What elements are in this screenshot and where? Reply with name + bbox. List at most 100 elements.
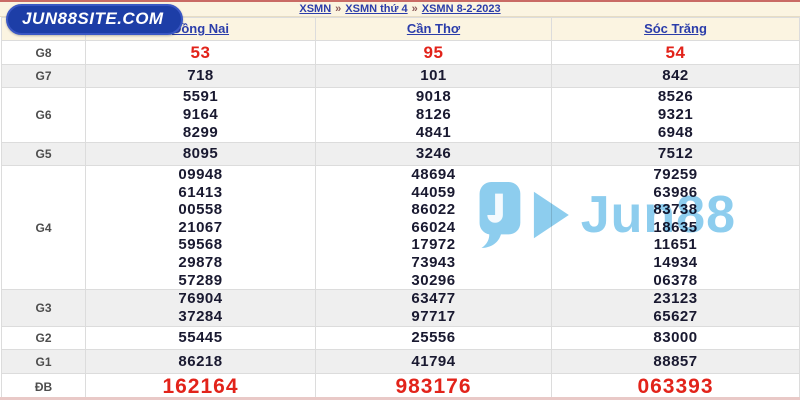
prize-cell: 718 bbox=[85, 64, 316, 88]
prize-number: 101 bbox=[420, 67, 447, 84]
prize-label: G4 bbox=[1, 164, 86, 291]
prize-cell: 79259 63986 83738 18635 11651 14934 06378 bbox=[551, 164, 800, 291]
prize-label: G1 bbox=[1, 349, 86, 375]
prize-number: 97717 bbox=[411, 308, 456, 326]
breadcrumb: XSMN» XSMN thứ 4» XSMN 8-2-2023 bbox=[0, 2, 800, 17]
prize-number: 54 bbox=[665, 42, 686, 62]
table-row: G7 718 101 842 bbox=[1, 64, 800, 88]
table-row: G2 55445 25556 83000 bbox=[1, 326, 800, 351]
prize-number: 21067 bbox=[178, 218, 223, 236]
prize-number: 9018 bbox=[415, 88, 452, 105]
table-row: G5 8095 3246 7512 bbox=[1, 142, 800, 166]
prize-cell: 983176 bbox=[315, 373, 552, 398]
prize-cell: 8526 9321 6948 bbox=[551, 87, 800, 143]
prize-cell: 53 bbox=[85, 40, 316, 65]
table-row: G6 5591 9164 8299 9018 8126 4841 8526 9321 6948 bbox=[1, 87, 800, 143]
prize-cell: 95 bbox=[315, 40, 552, 65]
prize-number: 76904 bbox=[178, 290, 223, 308]
breadcrumb-separator: » bbox=[411, 3, 418, 15]
prize-number: 83738 bbox=[653, 201, 698, 219]
site-badge[interactable]: JUN88SITE.COM bbox=[6, 4, 183, 35]
prize-number: 842 bbox=[662, 67, 689, 84]
prize-number: 59568 bbox=[178, 236, 223, 254]
prize-cell: 101 bbox=[315, 64, 552, 88]
prize-cell: 842 bbox=[551, 64, 800, 88]
breadcrumb-link-xsmn[interactable]: XSMN bbox=[299, 3, 332, 15]
prize-number: 6948 bbox=[657, 124, 694, 141]
prize-cell: 48694 44059 86022 66024 17972 73943 30296 bbox=[315, 164, 552, 291]
prize-number: 5591 bbox=[182, 88, 219, 105]
prize-number: 8299 bbox=[182, 124, 219, 141]
prize-table: Đồng Nai Cần Thơ Sóc Trăng G8 53 95 54 G7 718… bbox=[1, 17, 800, 398]
prize-label: G5 bbox=[1, 142, 86, 166]
table-row: ĐB 162164 983176 063393 bbox=[1, 373, 800, 398]
prize-number: 23123 bbox=[653, 290, 698, 308]
prize-number: 73943 bbox=[411, 253, 456, 271]
prize-label: G6 bbox=[1, 87, 86, 143]
prize-number: 00558 bbox=[178, 201, 223, 219]
breadcrumb-link-xsmn-thu4[interactable]: XSMN thứ 4 bbox=[345, 3, 408, 15]
prize-number: 86022 bbox=[411, 201, 456, 219]
prize-number: 63986 bbox=[653, 183, 698, 201]
prize-cell: 162164 bbox=[85, 373, 316, 398]
prize-cell: 54 bbox=[551, 40, 800, 65]
prize-cell: 76904 37284 bbox=[85, 289, 316, 328]
prize-cell: 88857 bbox=[551, 349, 800, 375]
prize-number: 8126 bbox=[415, 106, 452, 123]
prize-cell: 63477 97717 bbox=[315, 289, 552, 328]
prize-label: G7 bbox=[1, 64, 86, 88]
prize-number: 57289 bbox=[178, 271, 223, 289]
prize-label: ĐB bbox=[1, 373, 86, 397]
prize-number: 55445 bbox=[178, 329, 223, 347]
prize-number: 79259 bbox=[653, 166, 698, 183]
breadcrumb-separator: » bbox=[335, 3, 342, 15]
prize-number: 8526 bbox=[657, 88, 694, 105]
table-row: G8 53 95 54 bbox=[1, 40, 800, 65]
prize-number: 48694 bbox=[411, 166, 456, 183]
prize-number: 063393 bbox=[637, 374, 714, 398]
prize-label: G3 bbox=[1, 289, 86, 328]
table-row: G4 09948 61413 00558 21067 59568 29878 57289 486… bbox=[1, 164, 800, 291]
prize-cell: 7512 bbox=[551, 142, 800, 166]
table-row: G3 76904 37284 63477 97717 23123 65627 bbox=[1, 289, 800, 328]
prize-number: 8095 bbox=[182, 145, 219, 162]
province-link-soc-trang[interactable]: Sóc Trăng bbox=[644, 21, 707, 36]
prize-number: 25556 bbox=[411, 329, 456, 347]
prize-cell: 83000 bbox=[551, 326, 800, 351]
prize-number: 7512 bbox=[657, 145, 694, 162]
prize-label: G8 bbox=[1, 40, 86, 65]
prize-number: 4841 bbox=[415, 124, 452, 141]
prize-number: 88857 bbox=[653, 352, 698, 370]
prize-number: 66024 bbox=[411, 218, 456, 236]
prize-number: 9164 bbox=[182, 106, 219, 123]
prize-number: 83000 bbox=[653, 329, 698, 347]
province-link-dong-nai[interactable]: Đồng Nai bbox=[171, 21, 230, 36]
prize-number: 162164 bbox=[162, 374, 239, 398]
prize-number: 9321 bbox=[657, 106, 694, 123]
column-header-soc-trang: Sóc Trăng bbox=[551, 17, 800, 41]
prize-number: 06378 bbox=[653, 271, 698, 289]
prize-number: 09948 bbox=[178, 166, 223, 183]
prize-number: 95 bbox=[423, 42, 444, 62]
prize-label: G2 bbox=[1, 326, 86, 351]
prize-cell: 09948 61413 00558 21067 59568 29878 57289 bbox=[85, 164, 316, 291]
prize-number: 53 bbox=[190, 42, 211, 62]
prize-table-body: G8 53 95 54 G7 718 101 842 G6 5591 9164 8299 9018 812… bbox=[1, 40, 800, 398]
prize-cell: 063393 bbox=[551, 373, 800, 398]
prize-number: 718 bbox=[187, 67, 214, 84]
prize-number: 44059 bbox=[411, 183, 456, 201]
prize-number: 3246 bbox=[415, 145, 452, 162]
prize-number: 61413 bbox=[178, 183, 223, 201]
province-link-can-tho[interactable]: Cần Thơ bbox=[406, 21, 461, 36]
prize-number: 11651 bbox=[653, 236, 698, 254]
prize-number: 14934 bbox=[653, 253, 698, 271]
prize-number: 29878 bbox=[178, 253, 223, 271]
prize-number: 17972 bbox=[411, 236, 456, 254]
prize-cell: 5591 9164 8299 bbox=[85, 87, 316, 143]
prize-number: 18635 bbox=[653, 218, 698, 236]
prize-cell: 9018 8126 4841 bbox=[315, 87, 552, 143]
prize-cell: 25556 bbox=[315, 326, 552, 351]
prize-number: 983176 bbox=[395, 374, 472, 398]
breadcrumb-link-xsmn-date[interactable]: XSMN 8-2-2023 bbox=[421, 3, 501, 15]
